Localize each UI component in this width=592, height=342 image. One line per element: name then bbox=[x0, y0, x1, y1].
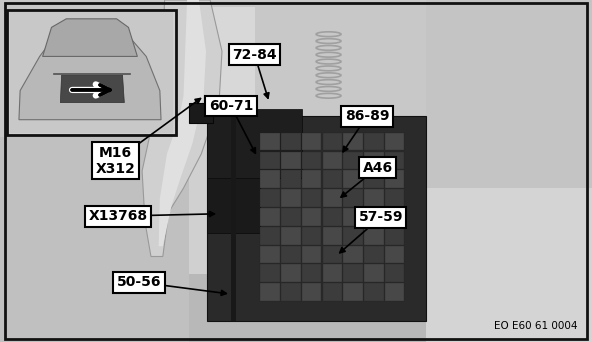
Bar bbox=[343, 189, 363, 207]
Bar bbox=[385, 208, 404, 226]
Bar bbox=[364, 227, 384, 245]
Bar bbox=[0, 0, 592, 154]
Bar bbox=[281, 133, 301, 150]
Bar bbox=[281, 246, 301, 263]
Bar bbox=[426, 0, 592, 342]
Text: 60-71: 60-71 bbox=[209, 99, 253, 113]
Bar bbox=[343, 246, 363, 263]
Polygon shape bbox=[159, 0, 206, 246]
Bar bbox=[364, 246, 384, 263]
Bar bbox=[0, 137, 189, 342]
Bar bbox=[364, 264, 384, 282]
Bar bbox=[302, 264, 321, 282]
Bar bbox=[323, 152, 342, 169]
Bar bbox=[385, 246, 404, 263]
Polygon shape bbox=[19, 32, 161, 120]
Bar bbox=[323, 189, 342, 207]
Bar bbox=[260, 152, 280, 169]
Bar bbox=[364, 189, 384, 207]
Bar bbox=[302, 246, 321, 263]
Bar bbox=[281, 227, 301, 245]
Bar bbox=[364, 152, 384, 169]
Bar bbox=[189, 103, 213, 123]
Bar bbox=[166, 130, 272, 274]
Text: 72-84: 72-84 bbox=[232, 48, 277, 62]
Bar bbox=[323, 208, 342, 226]
Bar bbox=[207, 109, 302, 178]
Bar bbox=[302, 227, 321, 245]
Bar bbox=[302, 208, 321, 226]
Bar bbox=[281, 264, 301, 282]
Bar bbox=[166, 7, 255, 137]
Bar bbox=[323, 246, 342, 263]
Bar bbox=[343, 208, 363, 226]
Bar bbox=[302, 133, 321, 150]
Polygon shape bbox=[60, 75, 124, 103]
Bar bbox=[260, 227, 280, 245]
Text: 57-59: 57-59 bbox=[358, 210, 403, 224]
Bar bbox=[10, 12, 173, 133]
Bar bbox=[343, 133, 363, 150]
Bar bbox=[260, 189, 280, 207]
Text: A46: A46 bbox=[363, 161, 392, 174]
Bar bbox=[281, 189, 301, 207]
Bar bbox=[364, 170, 384, 188]
Bar bbox=[281, 170, 301, 188]
Text: X13768: X13768 bbox=[89, 209, 148, 223]
Bar bbox=[385, 189, 404, 207]
Bar bbox=[343, 227, 363, 245]
Bar bbox=[385, 227, 404, 245]
Bar bbox=[323, 170, 342, 188]
Polygon shape bbox=[43, 19, 137, 56]
Bar bbox=[323, 264, 342, 282]
Bar bbox=[385, 170, 404, 188]
Bar bbox=[260, 264, 280, 282]
Bar bbox=[281, 283, 301, 301]
Text: 86-89: 86-89 bbox=[345, 109, 390, 123]
Bar bbox=[323, 227, 342, 245]
Bar bbox=[260, 246, 280, 263]
Bar bbox=[385, 133, 404, 150]
Bar bbox=[207, 116, 426, 321]
Bar bbox=[385, 283, 404, 301]
Bar bbox=[364, 208, 384, 226]
Bar bbox=[281, 152, 301, 169]
Bar bbox=[364, 283, 384, 301]
Bar bbox=[385, 152, 404, 169]
Bar bbox=[7, 10, 176, 135]
Bar bbox=[231, 109, 236, 321]
Bar bbox=[260, 133, 280, 150]
Bar bbox=[260, 170, 280, 188]
Bar bbox=[343, 152, 363, 169]
Bar bbox=[323, 283, 342, 301]
Bar bbox=[385, 264, 404, 282]
Text: M16
X312: M16 X312 bbox=[95, 146, 136, 176]
Bar bbox=[323, 133, 342, 150]
Bar bbox=[302, 189, 321, 207]
Bar bbox=[343, 264, 363, 282]
Bar bbox=[302, 170, 321, 188]
Bar bbox=[426, 0, 592, 188]
Polygon shape bbox=[142, 0, 222, 256]
Bar bbox=[260, 208, 280, 226]
Bar bbox=[207, 123, 260, 233]
Bar bbox=[281, 208, 301, 226]
Bar bbox=[364, 133, 384, 150]
Bar bbox=[302, 283, 321, 301]
Bar bbox=[343, 283, 363, 301]
Text: EO E60 61 0004: EO E60 61 0004 bbox=[494, 321, 577, 331]
Text: 50-56: 50-56 bbox=[117, 275, 162, 289]
Bar bbox=[302, 152, 321, 169]
Bar bbox=[343, 170, 363, 188]
Bar bbox=[260, 283, 280, 301]
